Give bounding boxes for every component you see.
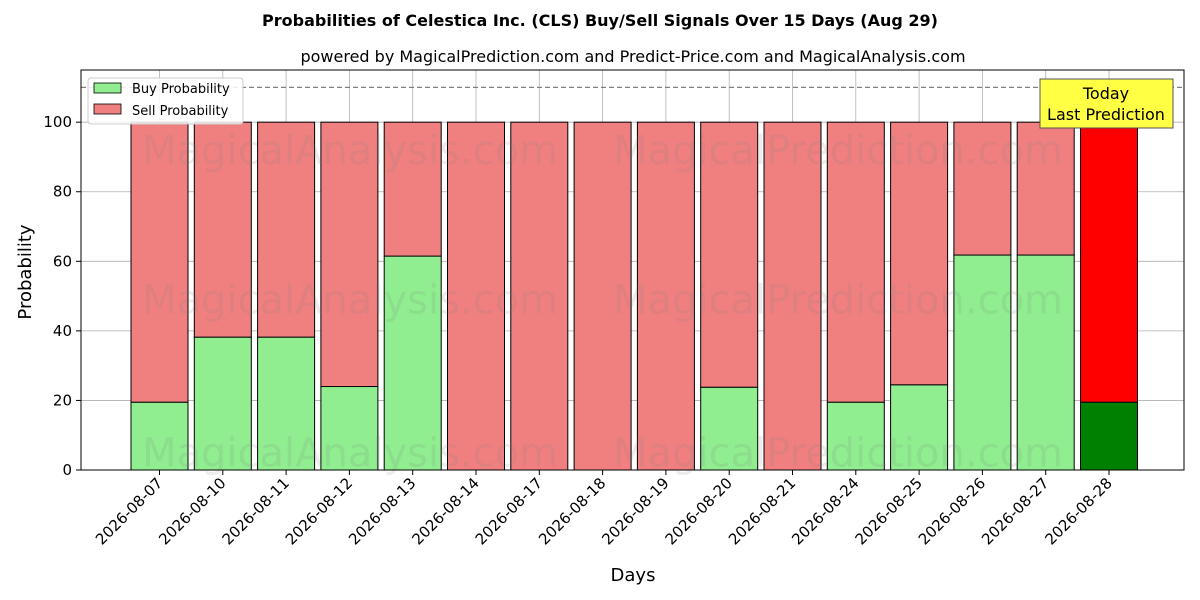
watermark: MagicalPrediction.com: [613, 278, 1063, 324]
watermark: MagicalPrediction.com: [613, 128, 1063, 174]
x-axis-label: Days: [611, 565, 656, 586]
bar-buy: [320, 386, 379, 471]
y-tick-label: 40: [53, 322, 72, 340]
bar-buy: [257, 336, 316, 471]
annotation-last-prediction: Last Prediction: [1047, 105, 1165, 124]
plot-frame: [80, 69, 1185, 471]
y-tick-label: 0: [62, 461, 72, 479]
x-tick-label: 2026-08-28: [1041, 474, 1115, 548]
y-tick-label: 80: [53, 183, 72, 201]
chart-subtitle: powered by MagicalPrediction.com and Pre…: [300, 47, 965, 66]
bar-buy: [383, 255, 442, 471]
legend-swatch-buy: [93, 82, 122, 94]
x-tick-label: 2026-08-21: [725, 474, 799, 548]
bars: [130, 121, 1138, 471]
bar-sell: [890, 121, 949, 386]
bar-buy: [953, 254, 1012, 471]
y-tick-label: 20: [53, 391, 72, 409]
bar-sell: [130, 121, 189, 403]
bar-buy: [1080, 401, 1138, 471]
bar-sell: [320, 121, 379, 388]
legend-swatch-sell: [93, 103, 122, 115]
x-tick-label: 2026-08-20: [662, 474, 736, 548]
chart-title: Probabilities of Celestica Inc. (CLS) Bu…: [262, 11, 938, 30]
bar-buy: [890, 384, 949, 471]
bar-sell: [953, 121, 1012, 256]
x-tick-label: 2026-08-10: [155, 474, 229, 548]
x-tick-label: 2026-08-07: [92, 474, 166, 548]
annotation-today: Today: [1082, 84, 1129, 103]
bar-buy: [826, 401, 885, 471]
bar-sell: [1016, 121, 1075, 256]
watermarks: MagicalAnalysis.com MagicalPrediction.com…: [142, 128, 1063, 477]
bar-sell: [636, 121, 695, 471]
watermark: MagicalPrediction.com: [613, 431, 1063, 477]
x-tick-label: 2026-08-26: [915, 474, 989, 548]
y-tick-label: 100: [43, 113, 72, 131]
x-tick-label: 2026-08-11: [219, 474, 293, 548]
y-axis-label: Probability: [15, 224, 36, 319]
x-tick-label: 2026-08-12: [282, 474, 356, 548]
x-tick-label: 2026-08-14: [408, 474, 482, 548]
bar-sell: [573, 121, 632, 471]
bar-sell: [383, 121, 442, 257]
x-tick-label: 2026-08-19: [598, 474, 672, 548]
today-annotation: Today Last Prediction: [1039, 78, 1174, 129]
watermark: MagicalAnalysis.com: [142, 431, 558, 477]
legend-label-buy: Buy Probability: [132, 82, 230, 97]
bar-buy: [193, 336, 252, 471]
x-tick-label: 2026-08-18: [535, 474, 609, 548]
x-axis: 2026-08-072026-08-102026-08-112026-08-12…: [92, 470, 1116, 548]
bar-sell: [447, 121, 505, 471]
bar-sell: [763, 121, 822, 471]
bar-sell: [510, 121, 569, 471]
x-tick-label: 2026-08-13: [345, 474, 419, 548]
bar-sell: [257, 121, 316, 338]
y-tick-label: 60: [53, 252, 72, 270]
watermark: MagicalAnalysis.com: [142, 278, 558, 324]
legend-label-sell: Sell Probability: [132, 104, 229, 119]
bar-sell: [700, 121, 759, 388]
x-tick-label: 2026-08-24: [788, 474, 862, 548]
bar-buy: [700, 386, 759, 471]
bar-sell: [826, 121, 885, 403]
x-tick-label: 2026-08-27: [978, 474, 1052, 548]
watermark: MagicalAnalysis.com: [142, 128, 558, 174]
annotation-box: [1039, 78, 1174, 129]
x-tick-label: 2026-08-25: [852, 474, 926, 548]
legend: Buy Probability Sell Probability: [87, 77, 244, 125]
bar-buy: [1016, 254, 1075, 471]
x-tick-label: 2026-08-17: [472, 474, 546, 548]
y-axis: 0 20 40 60 80 100: [43, 113, 81, 479]
bar-sell: [1080, 121, 1138, 403]
